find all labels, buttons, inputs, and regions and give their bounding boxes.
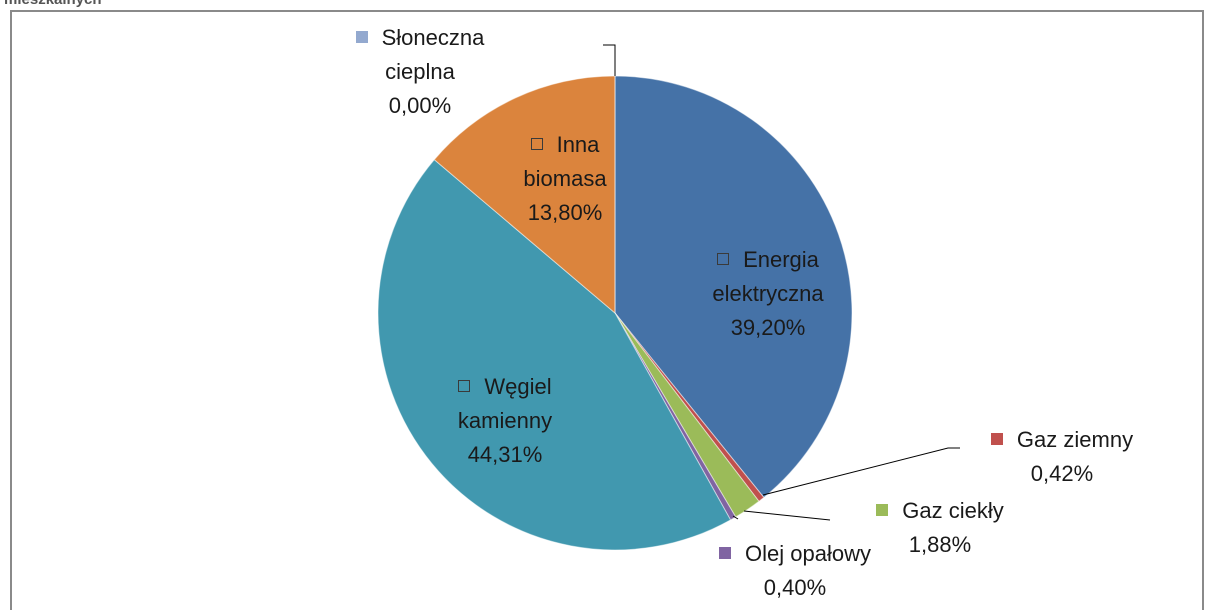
legend-swatch xyxy=(458,380,471,392)
category-label: Słoneczna cieplna xyxy=(381,25,485,84)
value-label: 39,20% xyxy=(730,315,806,340)
value-label: 0,00% xyxy=(388,93,452,118)
data-label: Słoneczna cieplna 0,00% xyxy=(345,21,495,123)
category-label: Inna biomasa xyxy=(523,132,607,191)
chart-frame xyxy=(10,10,1204,610)
chart-title: mieszkalnych xyxy=(4,0,102,8)
value-label: 1,88% xyxy=(908,532,972,557)
pie-slice xyxy=(433,75,616,315)
category-label: Energia elektryczna xyxy=(712,247,824,306)
legend-swatch xyxy=(876,504,889,516)
legend-swatch xyxy=(530,138,543,150)
category-label: Węgiel kamienny xyxy=(457,374,553,433)
value-label: 0,40% xyxy=(763,575,827,600)
pie-slice xyxy=(377,158,732,551)
leader-line xyxy=(762,447,960,496)
data-label: Inna biomasa 13,80% xyxy=(505,128,625,230)
data-label: Energia elektryczna 39,20% xyxy=(688,243,848,345)
pie-slice xyxy=(614,75,853,499)
value-label: 44,31% xyxy=(467,442,543,467)
category-label: Gaz ziemny xyxy=(1016,427,1134,452)
legend-swatch xyxy=(719,547,732,559)
category-label: Olej opałowy xyxy=(745,541,871,566)
value-label: 13,80% xyxy=(527,200,603,225)
legend-swatch xyxy=(990,433,1003,445)
category-label: Gaz ciekły xyxy=(902,498,1004,523)
data-label: Gaz ziemny 0,42% xyxy=(962,423,1162,491)
data-label: Węgiel kamienny 44,31% xyxy=(435,370,575,472)
leader-line xyxy=(743,510,831,521)
legend-swatch xyxy=(355,31,368,43)
data-label: Olej opałowy 0,40% xyxy=(690,537,900,605)
value-label: 0,42% xyxy=(1030,461,1094,486)
leader-line xyxy=(603,44,616,76)
legend-swatch xyxy=(717,253,730,265)
data-label: Gaz ciekły 1,88% xyxy=(850,494,1030,562)
leader-line xyxy=(732,515,739,520)
